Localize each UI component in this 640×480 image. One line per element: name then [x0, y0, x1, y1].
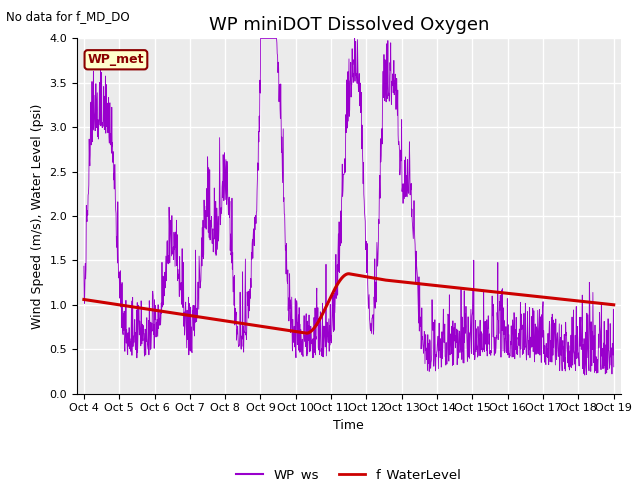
Title: WP miniDOT Dissolved Oxygen: WP miniDOT Dissolved Oxygen	[209, 16, 489, 34]
Text: No data for f_MD_DO: No data for f_MD_DO	[6, 10, 130, 23]
X-axis label: Time: Time	[333, 419, 364, 432]
Text: WP_met: WP_met	[88, 53, 144, 66]
Legend: WP_ws, f_WaterLevel: WP_ws, f_WaterLevel	[231, 463, 467, 480]
Y-axis label: Wind Speed (m/s), Water Level (psi): Wind Speed (m/s), Water Level (psi)	[31, 103, 44, 329]
